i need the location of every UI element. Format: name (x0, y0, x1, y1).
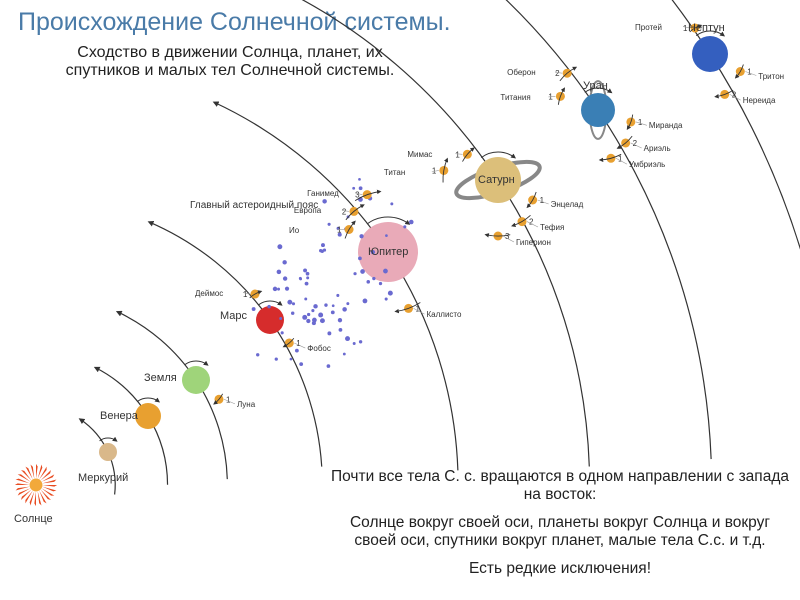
svg-text:2: 2 (529, 218, 534, 227)
svg-text:1: 1 (416, 304, 421, 313)
svg-text:1: 1 (296, 339, 301, 348)
para-1: Почти все тела С. с. вращаются в одном н… (330, 468, 790, 504)
sun-icon (13, 462, 59, 508)
svg-text:1: 1 (638, 118, 643, 127)
svg-text:1: 1 (455, 150, 460, 159)
svg-text:2: 2 (732, 90, 737, 99)
svg-text:1: 1 (226, 395, 231, 404)
para-3: Есть редкие исключения! (330, 560, 790, 578)
svg-text:1: 1 (243, 290, 248, 299)
bottom-text: Почти все тела С. с. вращаются в одном н… (330, 468, 790, 588)
svg-text:2: 2 (342, 207, 347, 216)
svg-text:1: 1 (747, 68, 752, 77)
svg-text:1: 1 (337, 226, 342, 235)
svg-text:2: 2 (633, 139, 638, 148)
para-2: Солнце вокруг своей оси, планеты вокруг … (330, 514, 790, 550)
svg-text:3: 3 (355, 191, 360, 200)
svg-text:2: 2 (555, 69, 560, 78)
svg-text:1: 1 (540, 196, 545, 205)
